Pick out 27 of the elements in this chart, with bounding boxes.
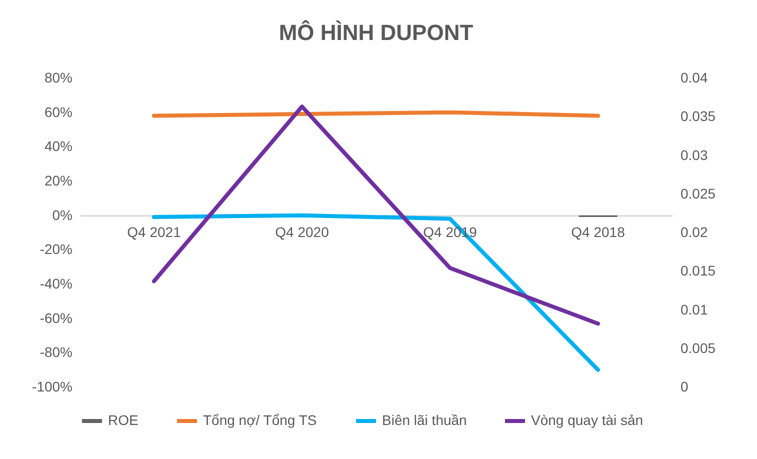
y-tick-label: 20%: [44, 172, 72, 188]
x-tick-label: Q4 2021: [127, 224, 182, 240]
y2-tick-label: 0.005: [680, 340, 716, 356]
y2-tick-label: 0.03: [680, 146, 708, 163]
x-tick-label: Q4 2020: [275, 224, 330, 240]
y2-tick-label: 0.025: [680, 185, 716, 202]
y-tick-label: 60%: [44, 104, 72, 120]
legend-label: Biên lãi thuần: [382, 412, 467, 428]
y2-tick-label: 0.01: [680, 301, 708, 318]
y-tick-label: 0%: [52, 206, 72, 223]
y-tick-label: -80%: [40, 344, 72, 360]
y-tick-label: 80%: [44, 70, 72, 86]
legend-label: ROE: [108, 412, 138, 428]
y2-tick-label: 0: [680, 378, 688, 394]
y-tick-label: -60%: [40, 310, 72, 326]
y-tick-label: -20%: [40, 241, 72, 258]
y-tick-label: 40%: [44, 138, 72, 154]
y-tick-label: -100%: [32, 378, 72, 394]
chart-title: MÔ HÌNH DUPONT: [278, 20, 474, 45]
legend-label: Vòng quay tài sản: [531, 412, 644, 428]
y2-tick-label: 0.04: [680, 70, 708, 86]
x-tick-label: Q4 2018: [571, 224, 626, 240]
y2-tick-label: 0.02: [680, 224, 708, 240]
y2-tick-label: 0.015: [680, 262, 716, 279]
legend-label: Tổng nợ/ Tổng TS: [203, 412, 317, 428]
y2-tick-label: 0.035: [680, 108, 716, 124]
y-tick-label: -40%: [40, 276, 72, 292]
